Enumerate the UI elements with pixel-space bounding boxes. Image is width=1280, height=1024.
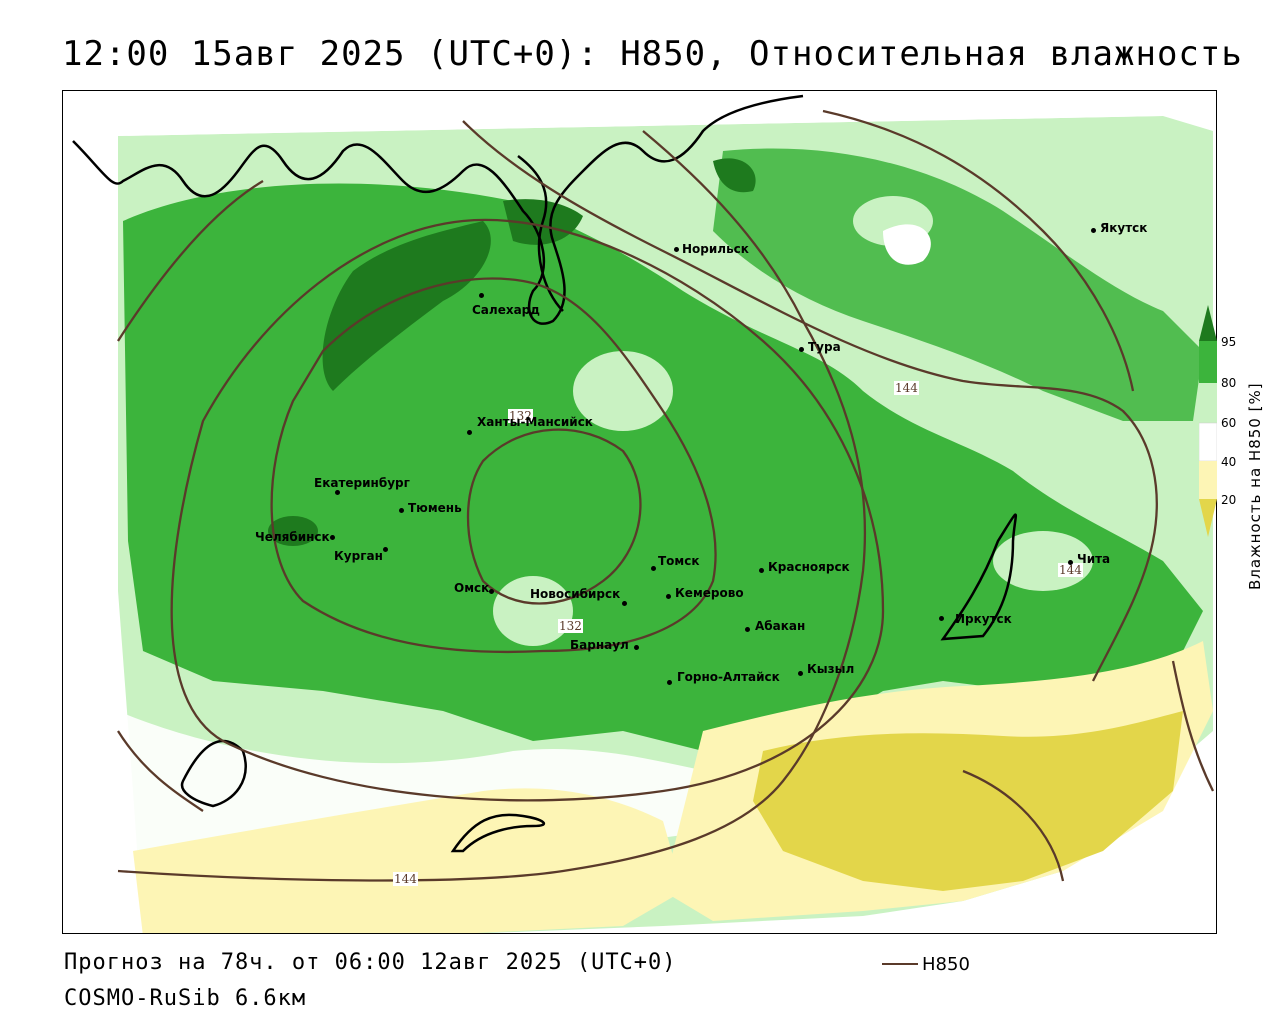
h850-contour-inner — [466, 428, 642, 605]
city-label-barnaul: Барнаул — [570, 638, 629, 652]
lake-baikal — [940, 513, 1018, 641]
humidity-field-below-20 — [753, 711, 1183, 891]
humidity-patch — [493, 576, 573, 646]
h850-contour-150 — [1171, 660, 1215, 792]
h850-legend-line — [882, 963, 918, 965]
humidity-field-95-plus — [322, 221, 491, 391]
h850-contours — [117, 109, 1215, 882]
colorbar — [1199, 305, 1217, 537]
contour-label: 144 — [894, 381, 919, 395]
humidity-field-95-plus — [713, 158, 756, 193]
city-label-kemerovo: Кемерово — [675, 586, 744, 600]
colorbar-tick: 95 — [1221, 335, 1237, 349]
outside-domain — [63, 136, 118, 933]
humidity-field-95-plus — [268, 516, 318, 546]
city-marker — [479, 293, 484, 298]
colorbar-tick: 60 — [1221, 416, 1237, 430]
colorbar-40-60 — [1199, 422, 1217, 462]
city-marker — [745, 627, 750, 632]
h850-contour-150 — [822, 109, 1135, 392]
city-label-irkutsk: Иркутск — [955, 612, 1012, 626]
humidity-patch — [573, 351, 673, 431]
city-marker — [651, 566, 656, 571]
h850-contour-144 — [117, 130, 867, 882]
city-label-norilsk: Норильск — [682, 242, 749, 256]
model-name: COSMO-RuSib 6.6км — [64, 986, 307, 1011]
city-marker — [759, 568, 764, 573]
city-marker — [489, 589, 494, 594]
humidity-field-40-60 — [883, 224, 931, 265]
h850-contour-144 — [462, 120, 1158, 682]
city-marker — [798, 671, 803, 676]
city-marker — [467, 430, 472, 435]
map-panel — [62, 90, 1217, 934]
city-label-kurgan: Курган — [334, 549, 383, 563]
city-marker — [383, 547, 388, 552]
contour-label: 132 — [508, 409, 533, 423]
city-label-tomsk: Томск — [658, 554, 700, 568]
city-label-salekhard: Салехард — [472, 303, 540, 317]
h850-contour-150 — [117, 730, 204, 812]
colorbar-tick: 40 — [1221, 455, 1237, 469]
colorbar-95-plus — [1199, 305, 1217, 341]
city-marker — [330, 535, 335, 540]
colorbar-title: Влажность на H850 [%] — [1246, 382, 1264, 590]
colorbar-tick: 80 — [1221, 376, 1237, 390]
city-label-chelyabinsk: Челябинск — [255, 530, 330, 544]
city-label-tura: Тура — [808, 340, 841, 354]
city-marker — [634, 645, 639, 650]
colorbar-tick: 20 — [1221, 493, 1237, 507]
h850-contour-132 — [270, 277, 717, 654]
contour-label: 144 — [393, 872, 418, 886]
city-marker — [335, 490, 340, 495]
colorbar-80-95 — [1199, 341, 1217, 383]
h850-contour-144 — [117, 180, 264, 342]
city-label-novosibirsk: Новосибирск — [530, 587, 621, 601]
city-marker — [399, 508, 404, 513]
colorbar-below-20 — [1199, 499, 1217, 537]
city-label-chita: Чита — [1077, 552, 1111, 566]
outside-domain — [1143, 131, 1216, 933]
city-label-kyzyl: Кызыл — [807, 662, 855, 676]
coastline — [180, 739, 247, 808]
h850-contour-150 — [962, 769, 1065, 882]
city-label-krasnoyarsk: Красноярск — [768, 560, 850, 574]
humidity-field-20-40-west — [133, 788, 683, 933]
colorbar-20-40 — [1199, 461, 1217, 499]
contour-label: 132 — [558, 619, 583, 633]
city-marker — [622, 601, 627, 606]
colorbar-60-80 — [1199, 383, 1217, 423]
city-label-abakan: Абакан — [755, 619, 806, 633]
contour-label: 144 — [1058, 563, 1083, 577]
humidity-field-80-95-east — [713, 148, 1203, 421]
map-title: 12:00 15авг 2025 (UTC+0): H850, Относите… — [62, 34, 1243, 74]
city-marker — [1091, 228, 1096, 233]
humidity-map — [63, 91, 1216, 933]
city-marker — [674, 247, 679, 252]
city-marker — [666, 594, 671, 599]
coastline — [72, 94, 804, 325]
outside-domain — [63, 91, 1216, 141]
h850-legend-label: H850 — [922, 954, 970, 975]
city-marker — [1068, 560, 1073, 565]
city-marker — [799, 347, 804, 352]
h850-contour-138 — [170, 218, 885, 802]
lake-balkhash — [450, 813, 546, 853]
city-label-yakutsk: Якутск — [1100, 221, 1148, 235]
city-label-omsk: Омск — [454, 581, 490, 595]
city-marker — [939, 616, 944, 621]
forecast-info: Прогноз на 78ч. от 06:00 12авг 2025 (UTC… — [64, 950, 677, 975]
city-label-tyumen: Тюмень — [408, 501, 462, 515]
city-label-gorno-altaysk: Горно-Алтайск — [677, 670, 780, 684]
city-label-khanty: Ханты-Мансийск — [477, 415, 593, 429]
city-marker — [667, 680, 672, 685]
city-label-ekb: Екатеринбург — [314, 476, 410, 490]
